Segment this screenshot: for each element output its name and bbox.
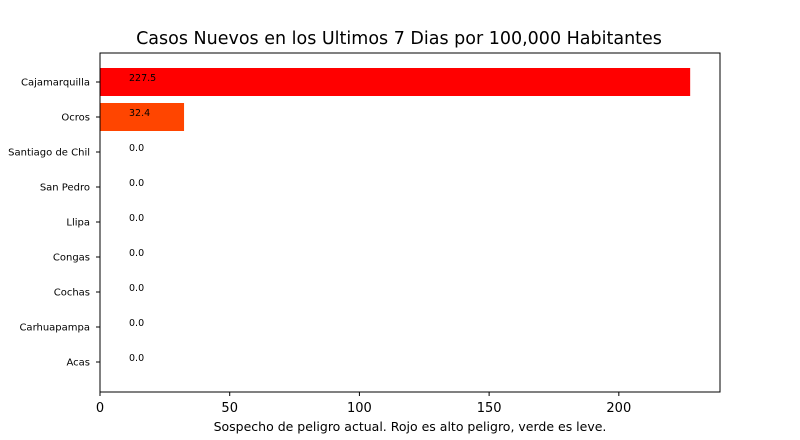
y-axis: Cajamarquilla Ocros Santiago de Chil San Pe… — [8, 78, 100, 369]
chart-title: Casos Nuevos en los Ultimos 7 Dias por 1… — [136, 29, 662, 49]
x-tick-label: 200 — [606, 401, 631, 416]
y-tick-label: San Pedro — [40, 183, 90, 194]
x-tick-label: 0 — [96, 401, 104, 416]
x-tick-label: 150 — [477, 401, 502, 416]
x-axis-label: Sospecho de peligro actual. Rojo es alto… — [214, 419, 607, 434]
x-axis: 0 50 100 150 200 — [96, 392, 631, 416]
y-tick-label: Acas — [66, 358, 90, 369]
x-tick-label: 50 — [221, 401, 238, 416]
y-tick-label: Cajamarquilla — [21, 78, 90, 89]
data-labels-group: 227.5 32.4 0.0 0.0 0.0 0.0 0.0 0.0 0.0 — [129, 73, 156, 364]
data-label: 227.5 — [129, 73, 156, 84]
y-tick-label: Llipa — [66, 218, 90, 229]
bars-group — [100, 68, 691, 131]
y-tick-label: Cochas — [54, 288, 90, 299]
data-label: 0.0 — [129, 143, 144, 154]
data-label: 0.0 — [129, 283, 144, 294]
x-tick-label: 100 — [347, 401, 372, 416]
data-label: 0.0 — [129, 178, 144, 189]
data-label: 0.0 — [129, 353, 144, 364]
data-label: 0.0 — [129, 248, 144, 259]
data-label: 32.4 — [129, 108, 150, 119]
data-label: 0.0 — [129, 213, 144, 224]
y-tick-label: Ocros — [61, 113, 90, 124]
y-tick-label: Carhuapampa — [19, 323, 90, 334]
y-tick-label: Congas — [53, 253, 90, 264]
bar-ocros — [100, 103, 185, 131]
data-label: 0.0 — [129, 318, 144, 329]
plot-frame — [99, 52, 721, 393]
y-tick-label: Santiago de Chil — [8, 148, 90, 159]
bar-cajamarquilla — [100, 68, 691, 96]
